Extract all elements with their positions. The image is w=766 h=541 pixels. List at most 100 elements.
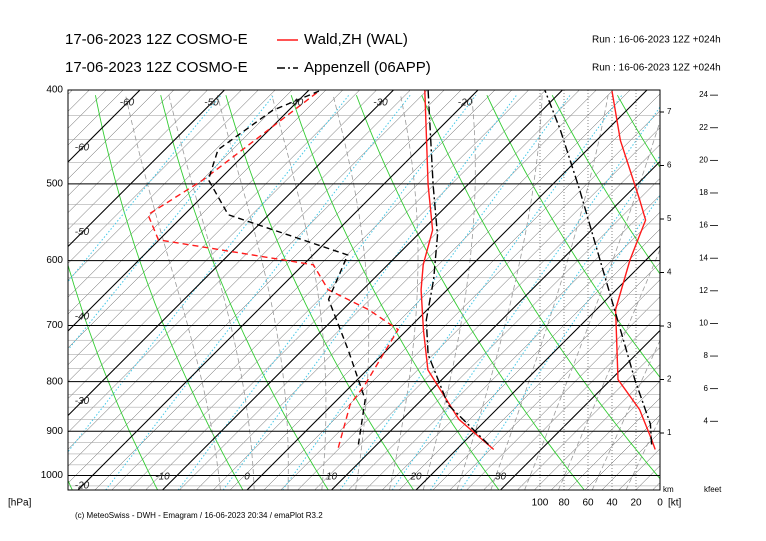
x-tick-label: 0	[244, 472, 250, 483]
mixing-ratio-line	[429, 154, 660, 490]
isotherm	[68, 90, 225, 248]
moist-adiabat	[125, 95, 221, 490]
x-tick-label: -30	[75, 396, 90, 407]
isotherm-minor	[754, 90, 766, 490]
isotherm-minor	[348, 178, 660, 490]
isotherm-minor	[551, 380, 660, 490]
y-tick-label: 400	[46, 85, 63, 96]
temperature-profile	[425, 90, 489, 445]
isotherm-minor	[517, 347, 660, 490]
wind-speed-profile	[544, 90, 653, 445]
kfeet-tick-label: 16	[699, 221, 708, 230]
isotherm	[68, 90, 141, 163]
mixing-ratio-line	[105, 94, 411, 490]
mixing-ratio-line	[222, 94, 517, 490]
isotherm-minor	[720, 90, 766, 490]
km-tick-label: 7	[667, 107, 672, 116]
moist-adiabat	[524, 120, 660, 490]
mixing-ratio-line	[282, 94, 571, 490]
km-tick-label: 2	[667, 375, 672, 384]
moist-adiabat	[332, 95, 370, 490]
moist-adiabat	[625, 416, 660, 490]
isotherm-minor	[567, 397, 660, 490]
isotherm-minor	[68, 90, 411, 433]
isotherm-minor	[670, 90, 766, 490]
dry-adiabat	[94, 95, 244, 490]
legend-label: Appenzell (06APP)	[304, 59, 431, 76]
kfeet-tick-label: 12	[699, 286, 708, 295]
isotherm-minor	[703, 90, 766, 490]
wind-tick-label: 60	[582, 498, 594, 509]
kfeet-tick-label: 6	[704, 384, 709, 393]
isotherm-minor	[68, 90, 360, 383]
y-tick-label: 600	[46, 255, 63, 266]
isotherm-minor	[68, 90, 208, 230]
isotherm-minor	[68, 90, 225, 247]
legend-label: Wald,ZH (WAL)	[304, 31, 408, 48]
dry-adiabat	[748, 95, 766, 490]
dry-adiabat	[551, 94, 660, 275]
moist-adiabat	[456, 95, 543, 490]
mixing-ratio-line	[177, 94, 477, 490]
x-tick-label: -20	[458, 98, 473, 109]
x-tick-label: -40	[75, 312, 90, 323]
isotherm-minor	[68, 90, 377, 399]
model-run: 17-06-2023 12Z COSMO-E	[65, 59, 248, 76]
plot-frame	[67, 89, 661, 491]
kfeet-label: kfeet	[704, 485, 722, 494]
isotherm-minor	[449, 279, 660, 490]
isotherm-minor	[68, 90, 242, 264]
dry-adiabat	[421, 95, 660, 480]
isotherm	[68, 90, 394, 417]
isotherm	[246, 90, 648, 490]
moist-adiabat	[216, 95, 289, 490]
isotherm-minor	[618, 448, 660, 490]
isotherm-minor	[229, 90, 631, 490]
km-label: km	[663, 485, 674, 494]
isotherm-minor	[68, 90, 259, 281]
isotherm-minor	[68, 90, 462, 484]
plot-profiles	[147, 90, 656, 451]
isotherm-minor	[365, 194, 660, 490]
kfeet-tick-label: 18	[699, 188, 708, 197]
isotherm-minor	[213, 90, 614, 490]
run-info: Run : 16-06-2023 12Z +024h	[592, 63, 721, 74]
x-tick-label: 30	[495, 472, 507, 483]
isotherm-minor	[196, 90, 597, 490]
wind-speed-profile	[611, 90, 656, 450]
isotherm-minor	[111, 90, 512, 490]
y-tick-label: 500	[46, 179, 63, 190]
isotherm	[331, 160, 660, 490]
isotherm-minor	[280, 110, 660, 490]
dry-adiabat	[225, 95, 414, 490]
isotherm-minor	[68, 90, 191, 214]
isotherm-minor	[145, 90, 546, 490]
kfeet-tick-label: 14	[699, 253, 708, 262]
isotherm-minor	[534, 363, 660, 490]
isotherm-minor	[68, 90, 141, 163]
dry-adiabat	[355, 95, 585, 490]
isotherm-minor	[0, 90, 22, 490]
kfeet-tick-label: 20	[699, 155, 708, 164]
isotherm-minor	[737, 90, 766, 490]
isotherm-minor	[601, 431, 660, 490]
isotherm-minor	[0, 90, 39, 490]
y-axis-label: [hPa]	[8, 498, 32, 509]
kfeet-tick-label: 24	[699, 90, 708, 99]
isotherm-minor	[483, 313, 660, 490]
credit: (c) MeteoSwiss - DWH - Emagram / 16-06-2…	[75, 511, 323, 520]
isotherm	[77, 90, 479, 490]
isotherm-minor	[432, 262, 660, 490]
kfeet-tick-label: 4	[704, 416, 709, 425]
y-tick-label: 800	[46, 376, 63, 387]
isotherm	[162, 90, 563, 490]
wind-unit: [kt]	[668, 498, 682, 509]
moist-adiabat	[591, 339, 660, 490]
model-run: 17-06-2023 12Z COSMO-E	[65, 31, 248, 48]
isotherm-minor	[68, 90, 428, 450]
dry-adiabat	[486, 95, 660, 379]
mixing-ratio-line	[339, 94, 623, 490]
isotherm-minor	[398, 228, 660, 490]
x-tick-label: -40	[289, 98, 304, 109]
